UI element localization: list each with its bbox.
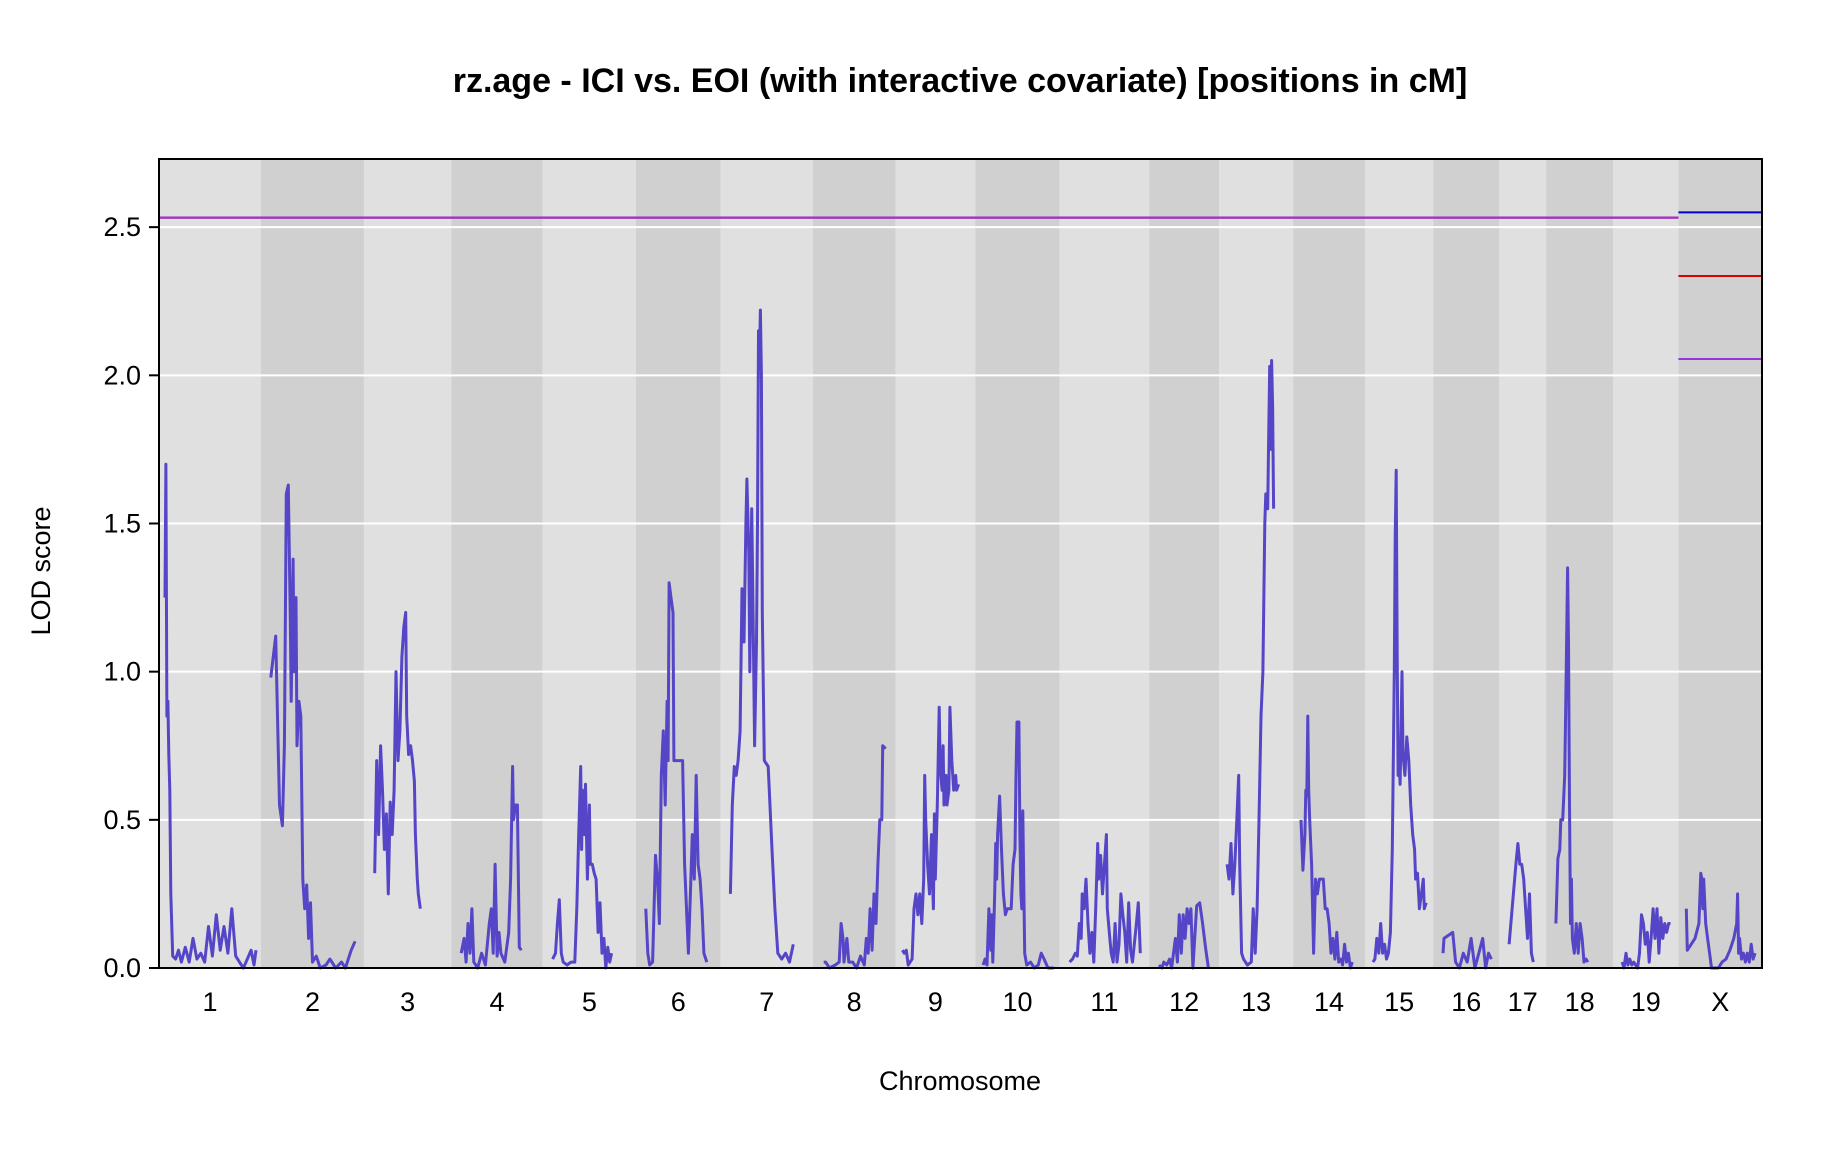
- y-axis-ticks: 0.0 0.5 1.0 1.5 2.0 2.5: [103, 212, 159, 983]
- chromosome-band-19: [1613, 159, 1679, 968]
- x-tick-label-chr-16: 16: [1451, 987, 1481, 1017]
- x-tick-label-chr-11: 11: [1090, 987, 1118, 1017]
- lod-line-chr-6: [644, 581, 709, 967]
- chromosome-band-13: [1219, 159, 1294, 968]
- threshold-lines: [159, 211, 1762, 361]
- chromosome-band-8: [812, 159, 896, 968]
- x-tick-label-chr-2: 2: [305, 987, 320, 1017]
- chromosome-band-3: [363, 159, 452, 968]
- chromosome-band-2: [260, 159, 364, 968]
- x-tick-label-chr-10: 10: [1002, 987, 1032, 1017]
- x-tick-label-chr-14: 14: [1314, 987, 1344, 1017]
- x-tick-label-chr-3: 3: [400, 987, 415, 1017]
- x-tick-label-chr-13: 13: [1241, 987, 1271, 1017]
- chromosome-band-15: [1365, 159, 1434, 968]
- x-tick-label-chr-1: 1: [202, 987, 217, 1017]
- plot-frame: [158, 158, 1763, 969]
- y-tick-label: 0.0: [103, 953, 141, 983]
- x-tick-label-chr-8: 8: [847, 987, 862, 1017]
- chromosome-bands: [159, 159, 1762, 968]
- lod-line-chr-13: [1225, 359, 1276, 967]
- chromosome-band-17: [1499, 159, 1547, 968]
- lod-line-chr-18: [1554, 566, 1590, 964]
- lod-line-chr-15: [1371, 468, 1428, 963]
- lod-line-chr-14: [1299, 714, 1354, 970]
- chromosome-band-X: [1678, 159, 1762, 968]
- x-tick-label-chr-17: 17: [1508, 987, 1538, 1017]
- chromosome-band-16: [1433, 159, 1500, 968]
- x-tick-label-chr-5: 5: [582, 987, 597, 1017]
- lod-line-chr-7: [728, 308, 795, 964]
- lod-line-chr-17: [1507, 842, 1535, 963]
- y-axis-label: LOD score: [26, 506, 56, 635]
- chromosome-band-6: [636, 159, 721, 968]
- chromosome-band-7: [720, 159, 813, 968]
- chart-title: rz.age - ICI vs. EOI (with interactive c…: [453, 62, 1468, 100]
- y-tick-label: 1.5: [103, 508, 141, 538]
- x-tick-label-chr-4: 4: [490, 987, 505, 1017]
- lod-line-chr-10: [981, 720, 1054, 970]
- y-tick-label: 2.0: [103, 360, 141, 390]
- lod-line-chr-5: [551, 765, 614, 970]
- chromosome-band-11: [1059, 159, 1150, 968]
- y-tick-label: 0.5: [103, 805, 141, 835]
- x-axis-ticks: 1 2 3 4 5 6 7 8 9 10 11 12 13 14 15 16 17 18 19 X: [202, 987, 1729, 1017]
- chromosome-band-1: [159, 159, 261, 968]
- lod-line-chr-12: [1157, 901, 1210, 970]
- lod-line-chr-11: [1068, 833, 1142, 964]
- lod-line-chr-19: [1620, 907, 1671, 970]
- x-tick-label-chr-9: 9: [928, 987, 943, 1017]
- lod-line-chr-2: [269, 483, 357, 970]
- chromosome-band-4: [451, 159, 543, 968]
- x-tick-label-chr-19: 19: [1631, 987, 1661, 1017]
- lod-profiles: [163, 308, 1757, 970]
- y-tick-label: 2.5: [103, 212, 141, 242]
- x-tick-label-chr-7: 7: [759, 987, 774, 1017]
- chromosome-band-10: [975, 159, 1060, 968]
- lod-line-chr-9: [901, 705, 961, 967]
- x-axis-label: Chromosome: [879, 1066, 1041, 1096]
- lod-line-chr-8: [823, 744, 887, 970]
- y-tick-label: 1.0: [103, 657, 141, 687]
- x-tick-label-chr-X: X: [1711, 987, 1729, 1017]
- lod-line-chr-4: [459, 765, 523, 970]
- lod-line-chr-3: [373, 610, 422, 909]
- lod-line-chr-16: [1441, 930, 1493, 970]
- x-tick-label-chr-18: 18: [1565, 987, 1595, 1017]
- chromosome-band-12: [1149, 159, 1220, 968]
- chromosome-band-18: [1546, 159, 1614, 968]
- x-tick-label-chr-12: 12: [1169, 987, 1199, 1017]
- lod-line-chr-X: [1684, 871, 1757, 970]
- x-tick-label-chr-15: 15: [1384, 987, 1414, 1017]
- x-tick-label-chr-6: 6: [671, 987, 686, 1017]
- lod-line-chr-1: [163, 462, 258, 970]
